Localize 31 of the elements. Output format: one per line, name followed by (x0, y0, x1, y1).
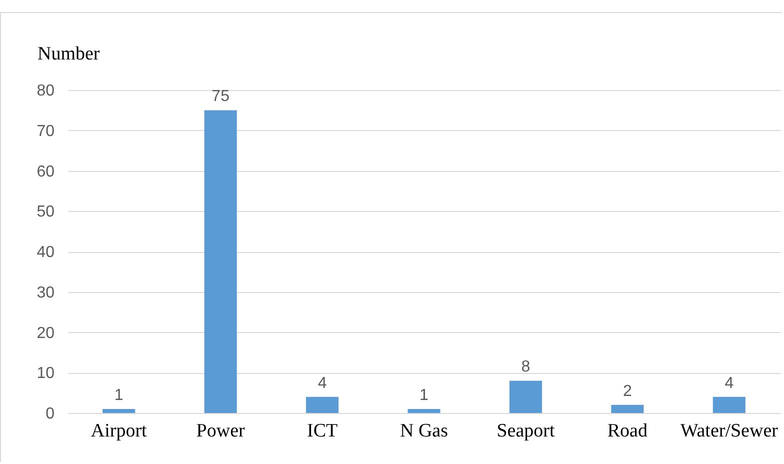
bar (611, 404, 644, 413)
bar (712, 396, 746, 413)
y-tick-label: 60 (36, 163, 55, 180)
x-tick-label: Airport (90, 420, 148, 442)
x-tick-label: ICT (306, 420, 338, 442)
data-label: 4 (318, 374, 327, 392)
x-tick-label: Water/Sewer (680, 420, 779, 442)
y-tick-label: 70 (36, 122, 55, 140)
y-tick-label: 20 (36, 324, 55, 342)
y-tick-label: 0 (46, 406, 55, 422)
data-label: 1 (114, 386, 124, 404)
bar (509, 380, 542, 413)
y-tick-label: 50 (36, 204, 55, 221)
data-label: 1 (420, 386, 429, 404)
bar (204, 110, 237, 413)
x-tick-label: Power (196, 420, 246, 442)
data-label: 75 (212, 88, 230, 106)
y-tick-label: 80 (36, 82, 55, 100)
x-tick-label: N Gas (400, 420, 448, 442)
y-tick-label: 30 (36, 284, 55, 302)
y-tick-label: 10 (36, 365, 55, 382)
data-label: 8 (521, 358, 530, 376)
x-tick-label: Seaport (496, 420, 556, 442)
bar (408, 408, 440, 413)
y-axis-title: Number (38, 44, 100, 64)
bar (306, 396, 339, 413)
x-tick-label: Road (607, 420, 648, 442)
y-tick-label: 40 (36, 244, 55, 261)
data-label: 4 (724, 374, 734, 392)
bar (102, 408, 136, 413)
data-label: 2 (622, 382, 632, 400)
